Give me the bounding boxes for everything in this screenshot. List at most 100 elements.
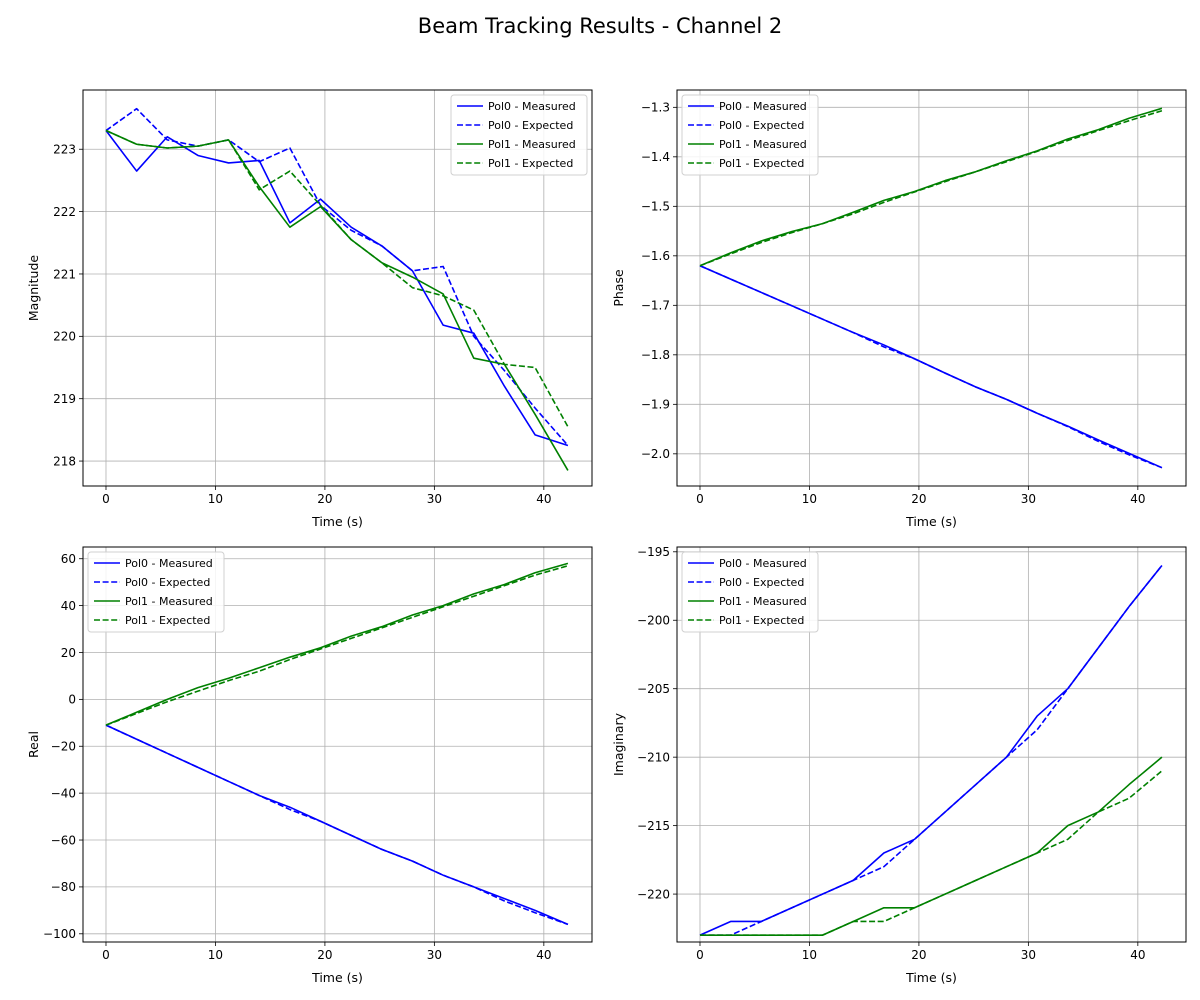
- y-tick-label: −2.0: [641, 447, 670, 461]
- x-tick-label: 40: [1130, 948, 1145, 962]
- y-tick-label: −205: [637, 682, 670, 696]
- y-axis-label: Imaginary: [611, 712, 626, 776]
- y-tick-label: −1.3: [641, 101, 670, 115]
- y-axis-label: Phase: [611, 269, 626, 307]
- plot-frame: [676, 546, 1187, 943]
- series-line-pol0-measured: [105, 130, 569, 447]
- x-tick-label: 30: [427, 948, 442, 962]
- y-tick-label: −1.7: [641, 299, 670, 313]
- series-line-pol1-measured: [105, 562, 569, 726]
- y-tick-label: −1.5: [641, 200, 670, 214]
- y-axis-label: Magnitude: [26, 255, 41, 322]
- y-tick-label: −210: [637, 750, 670, 764]
- series-line-pol1-expected: [699, 770, 1163, 936]
- legend-label: Pol0 - Expected: [719, 119, 804, 132]
- legend-label: Pol0 - Measured: [719, 100, 807, 113]
- series-line-pol1-expected: [105, 564, 569, 726]
- legend-label: Pol0 - Expected: [125, 576, 210, 589]
- x-tick-label: 10: [802, 492, 817, 506]
- x-tick-label: 40: [536, 948, 551, 962]
- series-line-pol0-expected: [699, 564, 1163, 936]
- series-line-pol0-expected: [699, 264, 1163, 469]
- x-tick-label: 20: [911, 948, 926, 962]
- x-tick-label: 30: [427, 492, 442, 506]
- legend-box: [681, 551, 819, 633]
- x-tick-label: 20: [317, 492, 332, 506]
- y-tick-label: −20: [51, 740, 76, 754]
- x-tick-label: 0: [102, 492, 110, 506]
- y-tick-label: −40: [51, 786, 76, 800]
- x-axis-label: Time (s): [905, 970, 957, 985]
- y-tick-label: −80: [51, 880, 76, 894]
- y-tick-label: −1.4: [641, 150, 670, 164]
- y-axis-label: Real: [26, 731, 41, 758]
- legend-label: Pol1 - Measured: [719, 595, 807, 608]
- y-tick-label: 223: [53, 143, 76, 157]
- y-tick-label: −100: [43, 927, 76, 941]
- y-tick-label: −195: [637, 545, 670, 559]
- x-tick-label: 10: [802, 948, 817, 962]
- series-line-pol0-expected: [105, 107, 569, 446]
- x-tick-label: 10: [208, 492, 223, 506]
- legend: Pol0 - Measured Pol0 - Expected Pol1 - Mea…: [450, 94, 588, 176]
- subplot-4: 0 10 20 30 40 −220 −215 −210 −205 −200 −195 Time (s…: [611, 545, 1187, 985]
- y-tick-label: 20: [61, 646, 76, 660]
- legend-box: [87, 551, 225, 633]
- subplot-1: 0 10 20 30 40 218 219 220 221 222 223 Time (s) Magni…: [26, 89, 593, 529]
- x-tick-label: 40: [536, 492, 551, 506]
- x-tick-label: 20: [911, 492, 926, 506]
- legend-label: Pol1 - Measured: [719, 138, 807, 151]
- legend-box: [450, 94, 588, 176]
- x-tick-label: 30: [1021, 948, 1036, 962]
- figure-title: Beam Tracking Results - Channel 2: [417, 14, 783, 38]
- x-axis-label: Time (s): [311, 970, 363, 985]
- legend-label: Pol0 - Expected: [488, 119, 573, 132]
- y-tick-label: −1.8: [641, 348, 670, 362]
- legend-label: Pol0 - Measured: [125, 557, 213, 570]
- legend-label: Pol1 - Expected: [719, 614, 804, 627]
- series-line-pol1-expected: [699, 110, 1163, 267]
- y-tick-label: −1.6: [641, 249, 670, 263]
- legend: Pol0 - Measured Pol0 - Expected Pol1 - Mea…: [681, 94, 819, 176]
- subplot-3: 0 10 20 30 40 −100 −80 −60 −40 −20 0 20 40 60 Time (s)…: [26, 546, 593, 985]
- x-tick-label: 20: [317, 948, 332, 962]
- y-tick-label: −200: [637, 614, 670, 628]
- plot-frame: [82, 89, 593, 487]
- y-tick-label: −1.9: [641, 398, 670, 412]
- x-tick-label: 0: [696, 492, 704, 506]
- legend-label: Pol1 - Expected: [719, 157, 804, 170]
- legend-label: Pol1 - Expected: [125, 614, 210, 627]
- y-tick-label: 219: [53, 392, 76, 406]
- y-tick-label: 60: [61, 552, 76, 566]
- series-line-pol0-measured: [105, 724, 569, 926]
- legend: Pol0 - Measured Pol0 - Expected Pol1 - Mea…: [681, 551, 819, 633]
- series-line-pol0-expected: [105, 724, 569, 926]
- legend-label: Pol0 - Expected: [719, 576, 804, 589]
- y-tick-label: −220: [637, 887, 670, 901]
- y-tick-label: 222: [53, 205, 76, 219]
- x-axis-label: Time (s): [905, 514, 957, 529]
- subplot-2: 0 10 20 30 40 −2.0 −1.9 −1.8 −1.7 −1.6 −1.5 −1.4 −1.…: [611, 89, 1187, 529]
- x-tick-label: 0: [696, 948, 704, 962]
- legend-label: Pol1 - Measured: [125, 595, 213, 608]
- y-tick-label: 221: [53, 267, 76, 281]
- x-tick-label: 40: [1130, 492, 1145, 506]
- legend-label: Pol0 - Measured: [719, 557, 807, 570]
- legend-label: Pol0 - Measured: [488, 100, 576, 113]
- legend-label: Pol1 - Measured: [488, 138, 576, 151]
- y-tick-label: 220: [53, 330, 76, 344]
- x-tick-label: 30: [1021, 492, 1036, 506]
- legend-box: [681, 94, 819, 176]
- series-line-pol1-expected: [105, 129, 569, 428]
- y-tick-label: 40: [61, 599, 76, 613]
- y-tick-label: 218: [53, 454, 76, 468]
- legend: Pol0 - Measured Pol0 - Expected Pol1 - Mea…: [87, 551, 225, 633]
- series-line-pol1-measured: [105, 129, 569, 471]
- legend-label: Pol1 - Expected: [488, 157, 573, 170]
- y-tick-label: 0: [68, 693, 76, 707]
- plot-frame: [676, 89, 1187, 487]
- x-axis-label: Time (s): [311, 514, 363, 529]
- y-tick-label: −215: [637, 819, 670, 833]
- x-tick-label: 10: [208, 948, 223, 962]
